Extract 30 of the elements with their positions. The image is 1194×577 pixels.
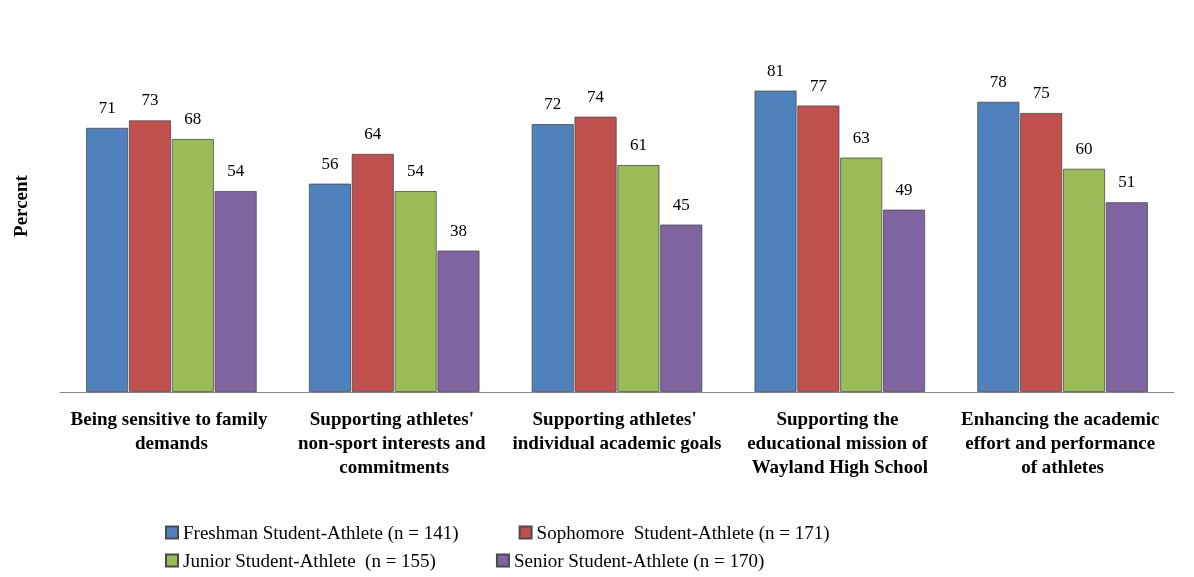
data-label: 72 — [544, 94, 562, 114]
data-label: 60 — [1075, 138, 1093, 158]
data-label: 75 — [1032, 83, 1050, 102]
data-label: 54 — [407, 161, 425, 181]
x-tick-label: Being sensitive to family demands — [70, 407, 273, 453]
data-label: 45 — [672, 194, 690, 214]
data-label: 63 — [852, 127, 870, 147]
data-label: 51 — [1118, 172, 1136, 192]
data-label: 49 — [895, 179, 913, 199]
data-label: 78 — [989, 71, 1007, 91]
data-label: 71 — [98, 97, 116, 117]
legend-label: Junior Student-Athlete (n = 155) — [183, 550, 436, 572]
x-tick-label: Supporting athletes' non-sport interests and commitments — [298, 407, 491, 477]
data-label: 64 — [364, 123, 382, 143]
data-label: 73 — [141, 90, 159, 110]
data-label: 61 — [629, 135, 647, 155]
x-tick-label: Supporting the educational mission of Wayland High School — [747, 407, 933, 477]
y-axis-title: Percent — [10, 174, 31, 237]
data-label: 38 — [449, 220, 467, 240]
data-label: 56 — [321, 153, 339, 173]
data-label: 81 — [767, 60, 785, 80]
data-label: 74 — [587, 86, 605, 106]
legend-label: Senior Student-Athlete (n = 170) — [513, 550, 765, 572]
x-tick-label: Supporting athletes' individual academic goals — [512, 407, 722, 453]
data-label: 68 — [184, 109, 202, 129]
legend-label: Freshman Student-Athlete (n = 141) — [183, 522, 459, 544]
x-tick-label: Enhancing the academic effort and performance of athletes — [961, 407, 1165, 477]
legend-label: Sophomore Student-Athlete (n = 171) — [536, 522, 830, 544]
data-label: 77 — [809, 75, 828, 95]
data-label: 54 — [227, 161, 245, 181]
